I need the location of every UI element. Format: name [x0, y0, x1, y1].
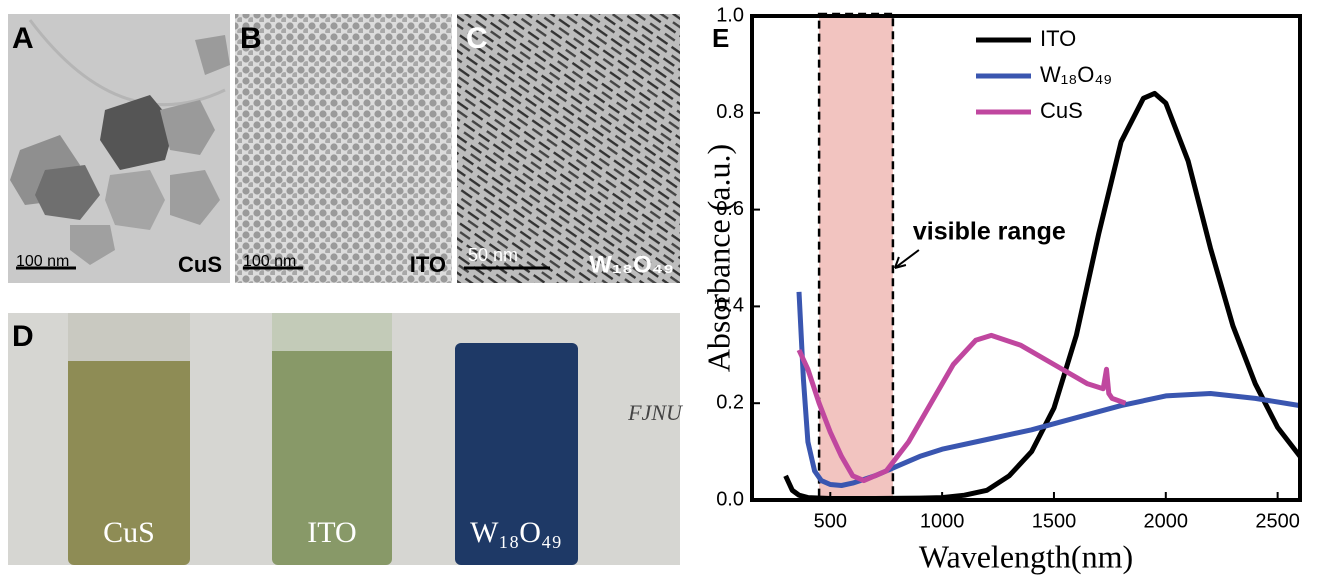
- panel-c: C 50 nm W₁₈O₄₉: [457, 14, 680, 283]
- panel-caption: W₁₈O₄₉: [589, 251, 674, 278]
- legend-label: CuS: [1040, 98, 1083, 123]
- panel-b: B 100 nm ITO: [235, 14, 452, 283]
- y-tick-label: 0.2: [716, 391, 744, 413]
- panel-label: E: [712, 23, 729, 53]
- x-tick-label: 1500: [1032, 510, 1077, 532]
- panel-caption: CuS: [178, 252, 222, 277]
- x-axis-label: Wavelength(nm): [919, 538, 1133, 574]
- panel-d: FJNU D CuS ITO W₁₈O₄₉: [8, 313, 684, 565]
- panel-label: A: [12, 22, 34, 55]
- vial-label: CuS: [103, 516, 155, 549]
- scale-bar-label: 100 nm: [16, 253, 69, 270]
- vial-label: ITO: [307, 516, 356, 549]
- panel-caption: ITO: [410, 252, 446, 277]
- vial-label: W₁₈O₄₉: [470, 516, 562, 549]
- scale-bar-label: 100 nm: [243, 253, 296, 270]
- chart: E Wavelength(nm) Absorbance (a.u.) 0.0 0.…: [700, 4, 1300, 574]
- y-tick-label: 0.0: [716, 488, 744, 510]
- x-tick-label: 2000: [1144, 510, 1189, 532]
- y-tick-label: 0.4: [716, 295, 744, 317]
- y-axis-label: Absorbance (a.u.): [700, 144, 736, 372]
- legend-label: ITO: [1040, 26, 1076, 51]
- x-tick-label: 1000: [920, 510, 965, 532]
- panel-a: A 100 nm CuS: [8, 14, 230, 283]
- y-tick-label: 0.6: [716, 198, 744, 220]
- annotation-arrowhead: [895, 257, 906, 268]
- y-tick-label: 0.8: [716, 101, 744, 123]
- panel-label: C: [466, 22, 488, 55]
- panel-label: B: [240, 22, 262, 55]
- background-text: FJNU: [627, 400, 684, 425]
- annotation: visible range: [913, 218, 1066, 246]
- figure: A 100 nm CuS B 100 nm ITO C 50 nm W₁₈O₄₉…: [0, 0, 1320, 579]
- y-tick-label: 1.0: [716, 4, 744, 26]
- x-tick-label: 2500: [1255, 510, 1300, 532]
- scale-bar-label: 50 nm: [468, 245, 518, 265]
- panel-label: D: [12, 320, 34, 353]
- legend-label: W₁₈O₄₉: [1040, 62, 1112, 87]
- x-tick-label: 500: [814, 510, 847, 532]
